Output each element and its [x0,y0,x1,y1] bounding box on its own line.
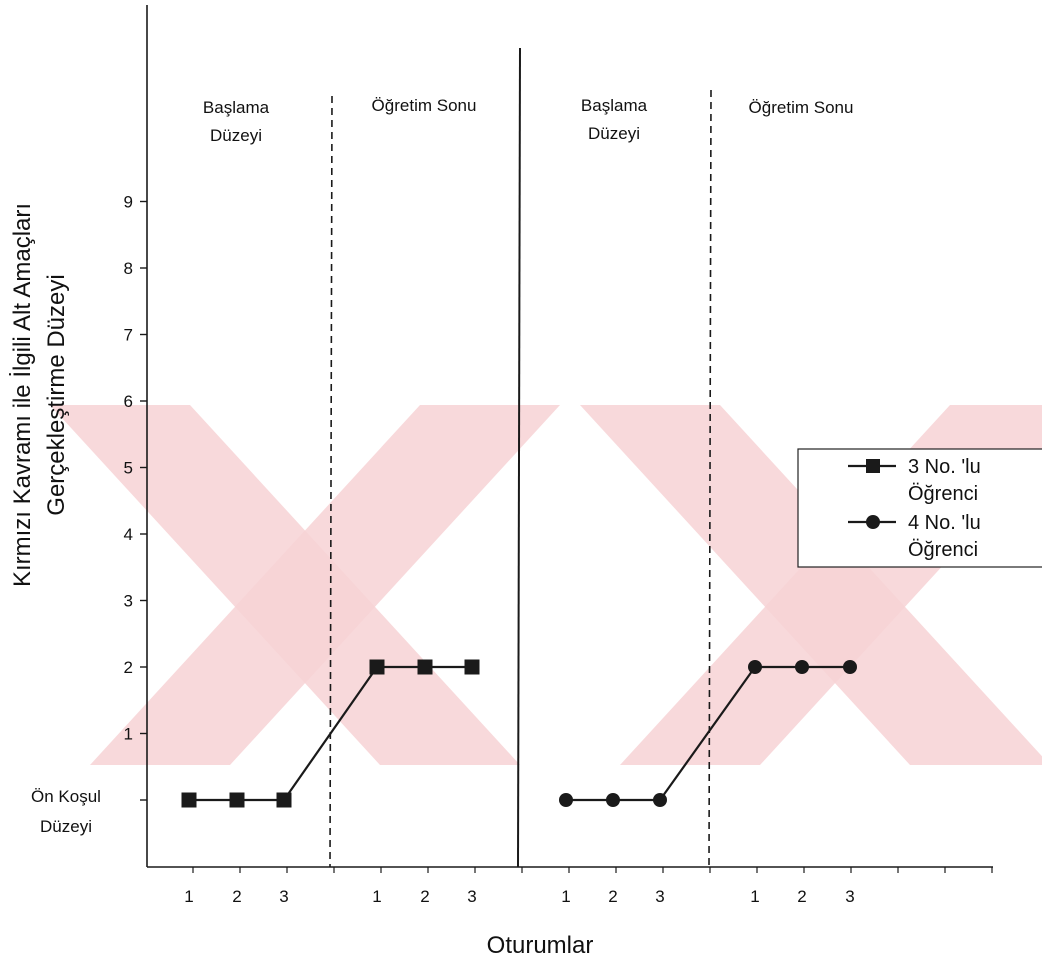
x-tick-label: 2 [797,887,806,906]
phase-label-line1: Başlama [203,98,270,117]
legend-series-1-line1: 3 No. 'lu [908,456,981,478]
x-tick-label: 3 [467,887,476,906]
x-tick-label: 1 [372,887,381,906]
phase-labels: Başlama Düzeyi Öğretim Sonu Başlama Düzeyi Öğ… [203,96,854,145]
phase-label-line2: Düzeyi [588,124,640,143]
x-tick-label: 3 [655,887,664,906]
y-tick-label: 9 [124,193,133,212]
legend-series-2-line1: 4 No. 'lu [908,512,981,534]
phase-separators [329,47,712,868]
data-point-square [369,659,385,675]
x-tick-label: 2 [232,887,241,906]
data-point-circle [748,660,762,674]
y-tick-label: 3 [124,592,133,611]
x-tick-label: 3 [279,887,288,906]
y-tick-label: 6 [124,392,133,411]
phase-separator-dashed [329,95,333,868]
y-axis-title-line2: Gerçekleştirme Düzeyi [43,274,70,515]
baseline-label-line1: Ön Koşul [31,787,101,806]
data-series [181,659,857,808]
series-line-segment [659,666,756,801]
legend-circle-marker [866,515,880,529]
phase-separator-solid [517,47,521,868]
x-tick-label: 3 [845,887,854,906]
y-tick-label: 1 [124,725,133,744]
data-point-circle [559,793,573,807]
x-axis-title: Oturumlar [487,932,594,959]
axes [140,5,993,873]
data-point-square [276,792,292,808]
watermark-stroke [90,405,560,765]
y-axis-title-line1: Kırmızı Kavramı ile İlgili Alt Amaçları [9,203,36,587]
data-point-circle [843,660,857,674]
data-point-square [181,792,197,808]
y-tick-labels: 1 2 3 4 5 6 7 8 9 [124,193,133,744]
data-point-circle [653,793,667,807]
data-point-square [464,659,480,675]
x-tick-label: 1 [561,887,570,906]
x-tick-label: 1 [184,887,193,906]
y-tick-label: 4 [124,525,133,544]
x-tick-label: 1 [750,887,759,906]
watermark [50,405,1042,765]
y-tick-label: 7 [124,326,133,345]
legend-square-marker [866,459,880,473]
legend-box [797,448,1042,568]
data-point-square [229,792,245,808]
y-tick-label: 2 [124,658,133,677]
x-tick-labels: 1 2 3 1 2 3 1 2 3 1 2 3 [184,887,854,906]
y-tick-label: 8 [124,259,133,278]
x-tick-label: 2 [420,887,429,906]
series-line-segment [283,666,378,801]
phase-separator-dashed [708,89,712,868]
legend-series-2-line2: Öğrenci [908,539,978,561]
x-tick-label: 2 [608,887,617,906]
legend: 3 No. 'lu Öğrenci 4 No. 'lu Öğrenci [797,448,1042,568]
data-point-circle [606,793,620,807]
baseline-label-line2: Düzeyi [40,817,92,836]
data-point-circle [795,660,809,674]
data-point-square [417,659,433,675]
phase-label-line1: Öğretim Sonu [749,98,854,117]
y-tick-label: 5 [124,459,133,478]
phase-label-line2: Düzeyi [210,126,262,145]
phase-label-line1: Öğretim Sonu [372,96,477,115]
phase-label-line1: Başlama [581,96,648,115]
legend-series-1-line2: Öğrenci [908,483,978,505]
